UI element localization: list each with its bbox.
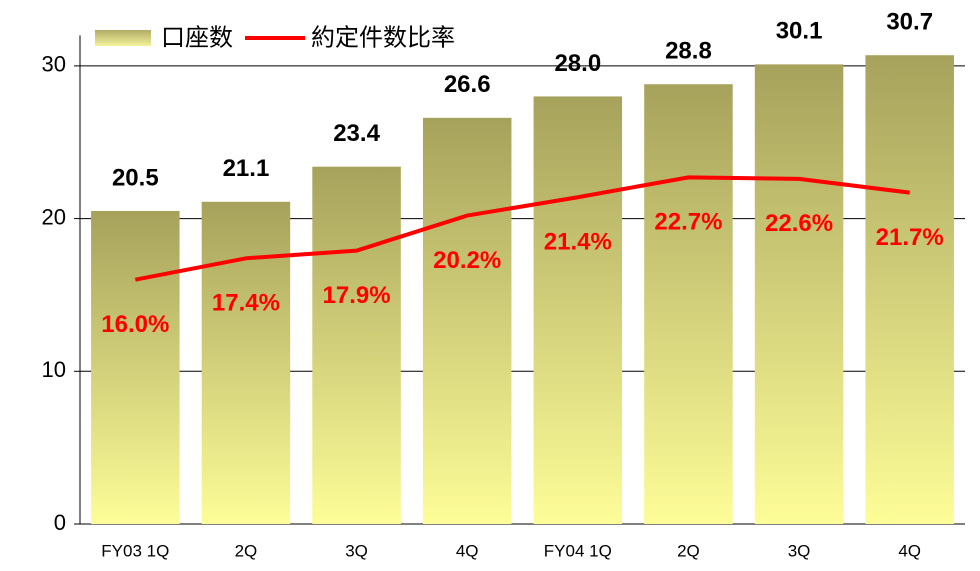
bar-value-label: 30.7 [886, 9, 933, 36]
bar [865, 55, 954, 524]
legend-label: 口座数 [161, 24, 233, 51]
bar [644, 84, 733, 524]
line-value-label: 22.7% [654, 209, 722, 236]
y-tick-label: 30 [42, 52, 66, 77]
line-value-label: 22.6% [765, 210, 833, 237]
line-value-label: 20.2% [433, 247, 501, 274]
bar [312, 166, 401, 524]
bar-value-label: 20.5 [112, 164, 159, 191]
y-tick-label: 0 [54, 510, 66, 535]
x-tick-label: 3Q [788, 541, 811, 560]
x-tick-label: FY03 1Q [101, 541, 169, 560]
x-tick-label: 3Q [345, 541, 368, 560]
bar-value-label: 23.4 [333, 120, 380, 147]
x-tick-label: 4Q [898, 541, 921, 560]
line-value-label: 21.4% [544, 229, 612, 256]
x-tick-label: 2Q [235, 541, 258, 560]
line-value-label: 21.7% [876, 224, 944, 251]
x-tick-label: 2Q [677, 541, 700, 560]
legend-swatch [95, 30, 151, 46]
line-value-label: 16.0% [101, 311, 169, 338]
bar-value-label: 28.8 [665, 38, 712, 65]
line-value-label: 17.4% [212, 290, 280, 317]
bar [754, 64, 844, 525]
bar-value-label: 26.6 [444, 71, 491, 98]
y-tick-label: 10 [42, 357, 66, 382]
y-tick-label: 20 [42, 204, 66, 229]
bar-value-label: 30.1 [776, 18, 823, 45]
bar [533, 96, 623, 524]
line-value-label: 17.9% [323, 282, 391, 309]
bar-value-label: 28.0 [554, 50, 601, 77]
bar [201, 201, 291, 525]
bar-value-label: 21.1 [223, 155, 270, 182]
bar [91, 210, 180, 524]
x-tick-label: 4Q [456, 541, 479, 560]
line [134, 175, 910, 282]
x-tick-label: FY04 1Q [544, 541, 612, 560]
legend-label: 約定件数比率 [311, 24, 455, 51]
bar [422, 117, 512, 525]
